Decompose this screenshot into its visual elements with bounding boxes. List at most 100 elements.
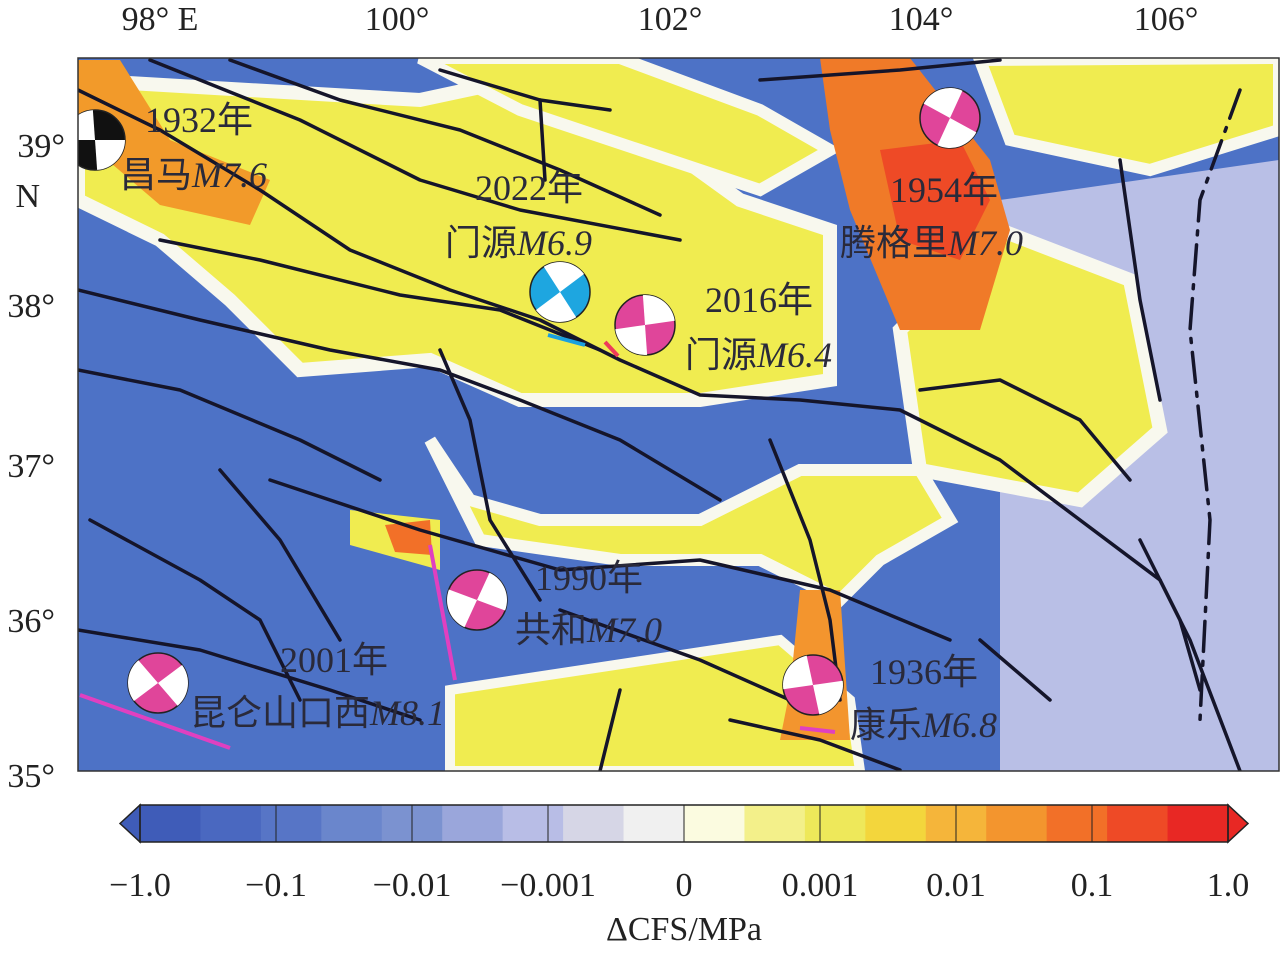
colorbar-swatch	[1046, 805, 1108, 842]
fault-line	[538, 98, 547, 182]
colorbar-swatch	[442, 805, 504, 842]
event-year: 1936年	[870, 652, 978, 692]
fault-line	[728, 718, 902, 771]
fault-line	[598, 688, 622, 771]
fault-line	[1138, 538, 1202, 692]
x-tick-label: 100°	[365, 1, 430, 38]
colorbar-swatch	[986, 805, 1048, 842]
beachball-quadrant	[642, 295, 675, 325]
colorbar-arrow	[118, 803, 141, 844]
beachball-quadrant	[127, 660, 158, 701]
event-magnitude: M6.8	[921, 705, 997, 745]
colorbar-swatch	[140, 805, 201, 842]
stress-zone	[78, 60, 270, 225]
event-magnitude: M6.4	[756, 335, 832, 375]
y-tick-label: N	[15, 178, 40, 215]
fault-line	[978, 638, 1052, 702]
colorbar-swatch	[684, 805, 745, 842]
colorbar: −1.0 −0.1 −0.01 −0.001 0 0.001 0.01 0.1 1.0	[109, 803, 1250, 904]
faults	[78, 58, 1242, 771]
y-tick-label: 37°	[7, 448, 55, 485]
rupture-line	[547, 333, 586, 347]
colorbar-swatch	[321, 805, 383, 842]
event-place: 昆仑山口西	[190, 693, 370, 733]
fault-line	[148, 58, 682, 242]
rupture-line	[79, 693, 231, 750]
fault-line	[1188, 88, 1242, 722]
colorbar-tick-label: 0.001	[782, 867, 859, 904]
event-place: 门源	[445, 223, 517, 263]
event-place: 昌马	[120, 155, 192, 195]
event-name: 腾格里M7.0	[840, 223, 1023, 263]
fault-line	[1118, 158, 1162, 402]
colorbar-swatch	[502, 805, 564, 842]
colorbar-tick-label: 0	[676, 867, 693, 904]
colorbar-swatch	[804, 805, 866, 842]
event-magnitude: M7.0	[586, 610, 662, 650]
colorbar-swatch	[744, 805, 806, 842]
colorbar-swatch	[200, 805, 262, 842]
fault-line	[228, 58, 662, 217]
fault-line	[88, 518, 302, 702]
event-place: 康乐	[850, 705, 922, 745]
beachball-quadrant	[813, 680, 844, 715]
event-year: 1932年	[145, 100, 253, 140]
fault-line	[218, 468, 342, 642]
fault-line	[918, 378, 1132, 482]
beachball-quadrant	[158, 665, 189, 706]
y-tick-label: 39°	[17, 128, 65, 165]
y-tick-label: 38°	[7, 288, 55, 325]
rupture-line	[428, 544, 457, 681]
colorbar-swatch	[563, 805, 625, 842]
colorbar-swatch	[1107, 805, 1169, 842]
colorbar-swatch	[260, 805, 322, 842]
beachball-quadrant	[615, 325, 648, 355]
event-name: 康乐M6.8	[850, 705, 997, 745]
beachball-quadrant	[783, 655, 813, 690]
beachball-quadrant	[937, 118, 977, 148]
colorbar-tick-label: −0.01	[373, 867, 452, 904]
beachball-quadrant	[535, 292, 577, 322]
fault-line	[78, 628, 422, 722]
beachball-quadrant	[543, 262, 585, 292]
colorbar-label: ΔCFS/MPa	[606, 911, 762, 948]
fault-line	[268, 478, 952, 642]
x-tick-label: 106°	[1134, 1, 1199, 38]
rupture-line	[799, 726, 836, 734]
event-year: 1990年	[535, 558, 643, 598]
beachball-quadrant	[78, 110, 95, 140]
event-magnitude: M8.1	[369, 693, 445, 733]
colorbar-swatch	[1167, 805, 1229, 842]
colorbar-tick-label: 0.1	[1071, 867, 1114, 904]
beachball-quadrant	[477, 572, 507, 611]
event-magnitude: M7.0	[947, 223, 1023, 263]
beachball-quadrant	[95, 140, 125, 170]
event-year: 1954年	[890, 170, 998, 210]
colorbar-tick-label: 1.0	[1207, 867, 1250, 904]
focal-mechanisms	[78, 87, 981, 716]
fault-line	[768, 438, 842, 702]
stress-zone	[424, 436, 959, 608]
fault-line	[158, 238, 602, 352]
colorbar-tick-label: −0.1	[245, 867, 307, 904]
x-tick-label: 104°	[889, 1, 954, 38]
colorbar-swatch	[623, 805, 685, 842]
event-year: 2001年	[280, 640, 388, 680]
colorbar-swatch	[865, 805, 927, 842]
colorbar-arrow	[1227, 803, 1250, 844]
fault-line	[438, 348, 542, 602]
fault-line	[78, 288, 722, 502]
fault-line	[78, 368, 382, 482]
colorbar-tick-label: 0.01	[926, 867, 986, 904]
event-name: 昆仑山口西M8.1	[190, 693, 445, 733]
rupture-line	[603, 340, 620, 358]
stress-zone	[445, 634, 866, 771]
event-place: 共和	[515, 610, 587, 650]
y-tick-label: 35°	[7, 758, 55, 795]
colorbar-tick-label: −1.0	[109, 867, 171, 904]
event-place: 腾格里	[840, 223, 948, 263]
event-year: 2016年	[705, 280, 813, 320]
beachball-quadrant	[923, 88, 963, 118]
event-name: 门源M6.4	[685, 335, 832, 375]
